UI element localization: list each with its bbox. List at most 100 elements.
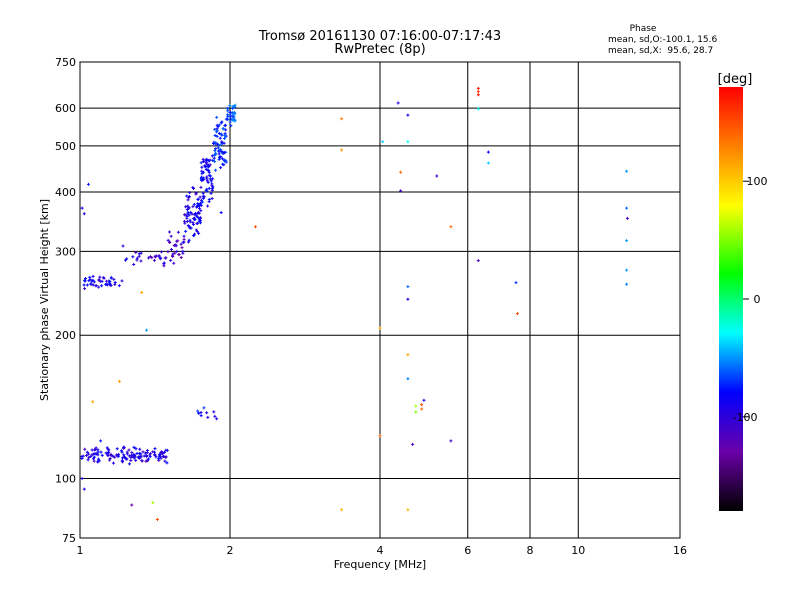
data-point [213,160,217,164]
data-point [197,231,201,235]
data-point [208,177,212,181]
data-point [414,410,418,414]
data-point [625,216,629,220]
y-tick-label: 300 [55,245,76,258]
data-point [157,254,161,258]
chart-title: Tromsø 20161130 07:16:00-07:17:43 [258,29,501,44]
data-point [117,284,121,288]
data-point [213,134,217,138]
data-point [100,279,104,283]
data-point [186,198,190,202]
data-point [147,256,151,260]
data-point [201,196,205,200]
x-axis-ticks: 1 2 4 6 8 10 16 [77,544,688,557]
data-point [132,263,136,267]
data-point [85,283,89,287]
data-point [125,452,129,456]
data-point [515,312,519,316]
colorbar-tick-label: -100 [733,411,758,424]
data-point [212,153,216,157]
data-point [191,205,195,209]
data-point [183,221,187,225]
data-point [210,183,214,187]
data-point [139,259,143,263]
data-point [124,457,128,461]
data-point [197,219,201,223]
data-point [340,117,344,121]
data-point [201,191,205,195]
data-point [216,149,220,153]
data-point [193,217,197,221]
data-point [406,297,410,301]
data-point [194,211,198,215]
data-point [168,241,172,245]
data-point [196,409,200,413]
data-point [168,230,172,234]
data-point [200,200,204,204]
data-point [83,447,87,451]
data-point [122,445,126,449]
data-point [215,417,219,421]
y-tick-label: 100 [55,473,76,486]
data-point [120,279,124,283]
data-point [128,462,132,466]
data-point [197,206,201,210]
data-point [144,451,148,455]
data-point [104,279,108,283]
data-point [139,455,143,459]
data-point [166,238,170,242]
data-point [87,456,91,460]
x-tick-label: 10 [571,544,585,557]
data-point [486,161,490,165]
data-point [219,211,223,215]
data-point [205,175,209,179]
data-point [109,276,113,280]
plot-frame [79,61,681,539]
data-point [214,151,218,155]
data-point [406,113,410,117]
data-point [625,282,629,286]
y-tick-label: 750 [55,56,76,69]
data-point [228,120,232,124]
data-point [226,106,230,110]
data-point [182,234,186,238]
data-point [91,274,95,278]
y-tick-label: 500 [55,140,76,153]
data-point [172,261,176,265]
data-point [476,90,480,94]
data-point [101,276,105,280]
data-point [200,176,204,180]
chart-subtitle: RwPretec (8p) [334,42,425,57]
data-point [192,234,196,238]
data-point [205,189,209,193]
data-point [399,189,403,193]
data-point [476,93,480,97]
data-point [233,103,237,107]
data-point [117,452,121,456]
data-point [194,213,198,217]
data-point [94,446,98,450]
data-point [145,328,149,332]
data-point [111,461,115,465]
data-point [217,131,221,135]
data-point [194,228,198,232]
data-point [92,280,96,284]
data-point [205,162,209,166]
data-point [98,275,102,279]
data-point [162,261,166,265]
data-point [208,163,212,167]
data-point [211,158,215,162]
data-point [213,149,217,153]
data-point [176,239,180,243]
data-point [122,455,126,459]
data-point [207,200,211,204]
data-point [148,255,152,259]
data-point [145,450,149,454]
data-point [231,118,235,122]
data-point [187,238,191,242]
data-point [217,123,221,127]
data-point [148,452,152,456]
data-point [209,179,213,183]
data-point [214,141,218,145]
data-point [80,206,84,210]
